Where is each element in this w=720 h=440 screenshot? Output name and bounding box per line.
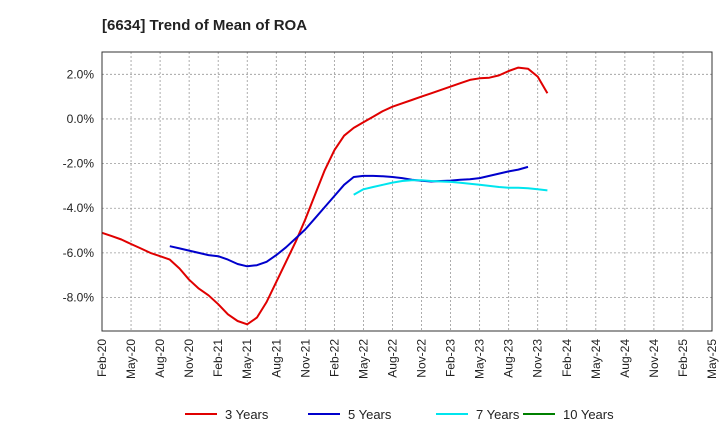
legend-label: 10 Years — [563, 407, 614, 422]
x-tick-label: Feb-23 — [444, 339, 458, 377]
x-tick-label: Nov-22 — [415, 339, 429, 378]
x-axis: Feb-20 May-20 Aug-20 Nov-20 Feb-21 May-21 Aug-… — [95, 339, 719, 379]
x-tick-label: Aug-24 — [618, 339, 632, 378]
chart-grid — [101, 52, 713, 331]
x-tick-label: Feb-21 — [211, 339, 225, 377]
legend-label: 7 Years — [476, 407, 520, 422]
x-tick-label: Nov-24 — [647, 339, 661, 378]
y-tick-label: 2.0% — [67, 67, 95, 81]
x-tick-label: May-20 — [124, 339, 138, 379]
series-layer — [101, 66, 549, 326]
x-tick-label: Nov-21 — [298, 339, 312, 378]
y-tick-label: 0.0% — [67, 112, 95, 126]
x-tick-label: May-23 — [473, 339, 487, 379]
x-tick-label: May-21 — [240, 339, 254, 379]
x-tick-label: Aug-21 — [269, 339, 283, 378]
legend-label: 5 Years — [348, 407, 392, 422]
series-line-5-years — [169, 165, 529, 268]
legend-item-3-years: 3 Years — [185, 407, 269, 422]
x-tick-label: May-25 — [705, 339, 719, 379]
y-tick-label: -2.0% — [63, 157, 95, 171]
x-tick-label: Nov-20 — [182, 339, 196, 378]
legend-label: 3 Years — [225, 407, 269, 422]
chart-title: [6634] Trend of Mean of ROA — [102, 17, 307, 34]
y-tick-label: -8.0% — [63, 291, 95, 305]
legend-item-10-years: 10 Years — [523, 407, 614, 422]
x-tick-label: May-24 — [589, 339, 603, 379]
legend-item-5-years: 5 Years — [308, 407, 392, 422]
x-tick-label: Feb-24 — [560, 339, 574, 377]
plot-frame — [101, 51, 713, 332]
x-tick-label: Nov-23 — [531, 339, 545, 378]
x-tick-label: Aug-20 — [153, 339, 167, 378]
series-line-3-years — [101, 66, 549, 326]
x-tick-label: Feb-25 — [676, 339, 690, 377]
x-tick-label: Aug-22 — [385, 339, 399, 378]
y-axis: 2.0% 0.0% -2.0% -4.0% -6.0% -8.0% — [63, 67, 95, 304]
series-line-7-years — [353, 179, 548, 196]
x-tick-label: Feb-20 — [95, 339, 109, 377]
x-tick-label: May-22 — [356, 339, 370, 379]
y-tick-label: -4.0% — [63, 201, 95, 215]
y-tick-label: -6.0% — [63, 246, 95, 260]
legend-item-7-years: 7 Years — [436, 407, 520, 422]
legend: 3 Years 5 Years 7 Years 10 Years — [185, 407, 614, 422]
x-tick-label: Aug-23 — [502, 339, 516, 378]
x-tick-label: Feb-22 — [327, 339, 341, 377]
